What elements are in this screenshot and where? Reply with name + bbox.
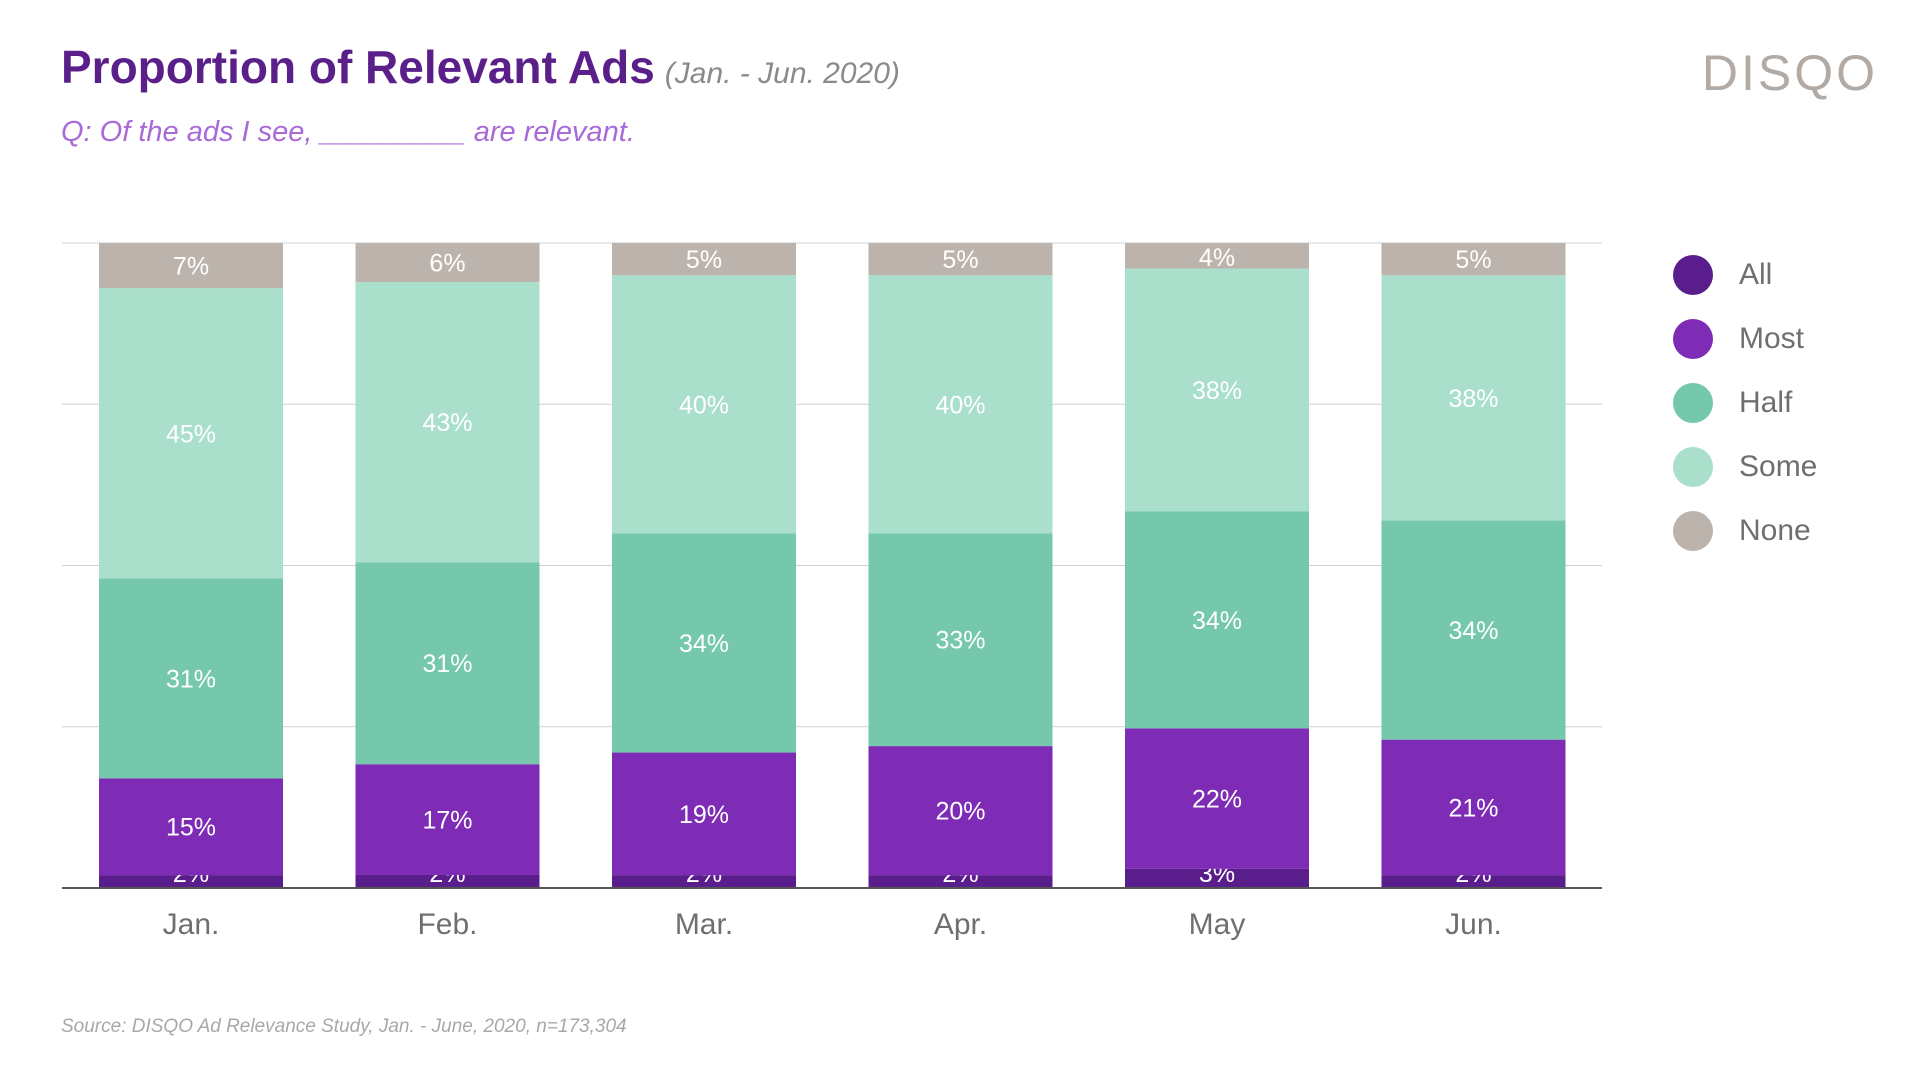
chart-subtitle: Q: Of the ads I see, _________ are relev… [61,116,635,148]
legend-item-all: All [1673,243,1817,307]
data-label: 22% [1192,786,1242,814]
legend-label: Most [1739,322,1805,355]
data-label: 31% [422,650,472,678]
disqo-logo: DISQO [1702,45,1878,100]
legend-label: Half [1739,386,1793,419]
data-label: 43% [422,409,472,437]
legend-swatch [1673,383,1713,423]
legend-label: None [1739,514,1811,547]
bar-segment-all [355,874,540,888]
bar-segment-some [355,282,540,563]
x-tick-label: May [1189,908,1246,941]
bar-segment-none [1381,243,1566,276]
bar-segment-half [1381,520,1566,740]
legend-swatch [1673,319,1713,359]
data-label: 34% [1448,617,1498,645]
legend-label: All [1739,258,1773,291]
legend-item-some: Some [1673,435,1817,499]
data-label: 19% [679,801,729,829]
bar-segment-some [868,275,1053,534]
bar-segment-some [99,288,283,579]
bar-segment-all [1381,875,1566,888]
data-label: 4% [1199,244,1235,272]
legend-item-none: None [1673,499,1817,563]
bar-segment-none [612,243,796,276]
chart-legend: All Most Half Some None [1673,243,1817,563]
data-label: 31% [166,665,216,693]
x-tick-label: Jan. [163,908,220,941]
chart-title: Proportion of Relevant Ads [61,41,655,93]
data-label: 15% [166,814,216,842]
data-label: 17% [422,807,472,835]
data-label: 38% [1448,385,1498,413]
legend-item-half: Half [1673,371,1817,435]
bar-segment-none [868,243,1053,276]
data-label: 5% [1455,246,1491,274]
bar-segment-all [99,875,283,888]
bar-segment-most [1381,739,1566,876]
title-row: Proportion of Relevant Ads (Jan. - Jun. 2… [61,40,900,94]
bar-segment-none [99,243,283,289]
source-note: Source: DISQO Ad Relevance Study, Jan. -… [61,1016,627,1037]
data-label: 40% [679,391,729,419]
legend-swatch [1673,447,1713,487]
data-label: 6% [429,250,465,278]
data-label: 7% [173,253,209,281]
bar-segment-none [1125,243,1309,269]
data-label: 5% [942,246,978,274]
bar-segment-most [355,764,540,875]
data-label: 21% [1448,794,1498,822]
bar-segment-half [868,533,1053,747]
x-tick-label: Feb. [417,908,477,941]
bar-segment-half [612,533,796,753]
bar-segment-half [1125,511,1309,729]
bar-segment-none [355,243,540,283]
data-label: 34% [1192,607,1242,635]
data-label: 40% [935,391,985,419]
legend-swatch [1673,511,1713,551]
bar-segment-most [99,778,283,876]
legend-item-most: Most [1673,307,1817,371]
bar-segment-all [1125,868,1309,888]
data-label: 45% [166,420,216,448]
bar-segment-most [612,752,796,876]
data-label: 5% [686,246,722,274]
bar-segment-all [612,875,796,888]
bar-segment-most [868,746,1053,876]
bar-segment-some [1125,268,1309,512]
bar-segment-most [1125,728,1309,869]
bar-segment-half [99,578,283,779]
bar-segment-half [355,562,540,765]
data-label: 20% [935,798,985,826]
bar-segment-some [1381,275,1566,521]
data-label: 33% [935,627,985,655]
disqo-logo-text: DISQO [1702,45,1878,100]
data-label: 38% [1192,377,1242,405]
chart-date-range: (Jan. - Jun. 2020) [664,57,900,90]
bar-segment-some [612,275,796,534]
x-tick-label: Jun. [1445,908,1502,941]
legend-label: Some [1739,450,1818,483]
x-tick-label: Apr. [934,908,987,941]
legend-swatch [1673,255,1713,295]
x-tick-label: Mar. [675,908,733,941]
data-label: 34% [679,630,729,658]
stacked-bar-chart: 2%15%31%45%7%Jan.2%17%31%43%6%Feb.2%19%3… [62,242,1602,941]
bar-segment-all [868,875,1053,888]
